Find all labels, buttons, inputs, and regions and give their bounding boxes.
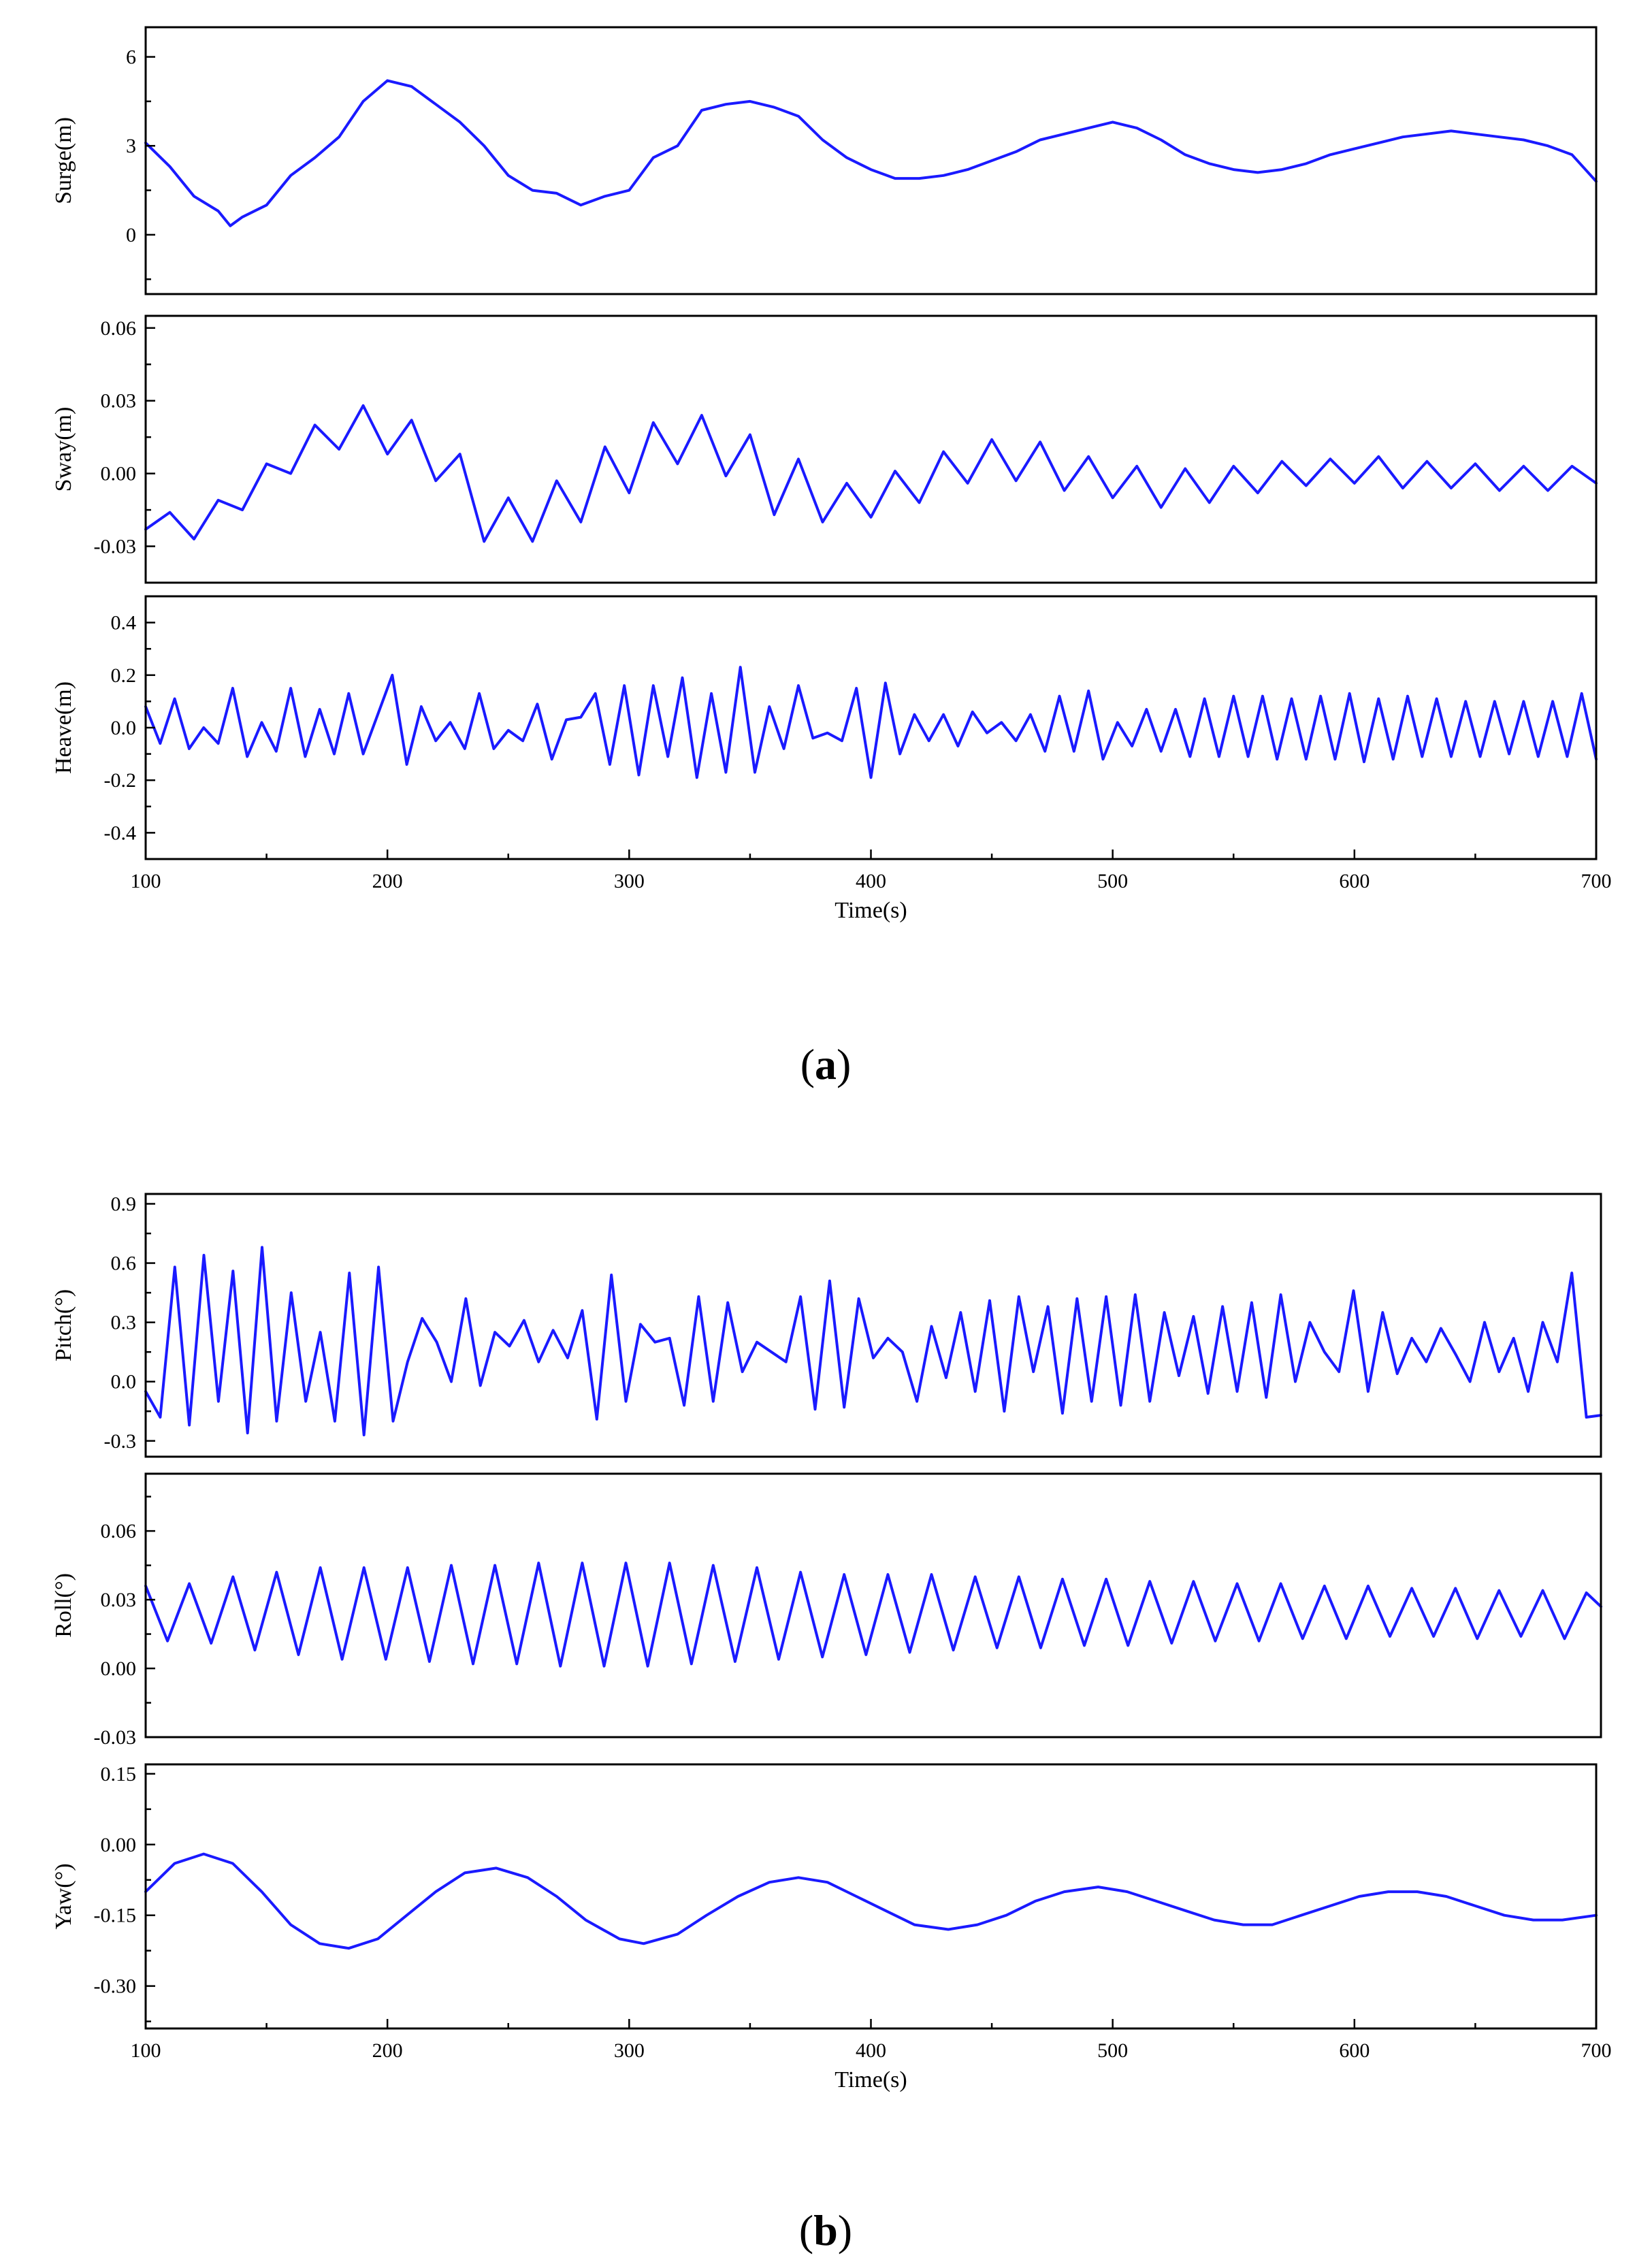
panel-1-y-axis-title: Surge(m)	[51, 117, 76, 204]
panel-6-frame	[144, 1763, 1598, 2030]
panel-5-y-axis-title: Roll(°)	[51, 1573, 76, 1638]
panel-3-x-tick-label: 700	[1581, 870, 1612, 892]
panel-1-y-tick-label: 6	[126, 46, 136, 69]
panel-3-x-tick-label: 100	[131, 870, 161, 892]
panel-2-y-axis-title: Sway(m)	[51, 407, 76, 492]
panel-3-y-tick-label: -0.4	[104, 822, 137, 844]
panel-6-series-line	[144, 1852, 1598, 1950]
panel-3-x-tick-label: 600	[1339, 870, 1370, 892]
panel-6-x-tick-label: 100	[131, 2039, 161, 2062]
panel-6-y-tick-label: 0.15	[101, 1763, 137, 1785]
panel-4-y-tick-label: 0.9	[111, 1193, 137, 1216]
panel-6-x-tick-label: 400	[856, 2039, 886, 2062]
panel-3-y-tick-label: -0.2	[104, 769, 137, 792]
panel-3-series-line	[144, 666, 1598, 779]
panel-2-frame	[144, 314, 1598, 584]
figure-label-a: (a)	[800, 1040, 852, 1088]
panel-3-y-tick-label: 0.4	[111, 612, 137, 634]
panel-4-y-tick-label: 0.6	[111, 1252, 137, 1275]
panel-3-x-tick-label: 300	[614, 870, 645, 892]
panel-5-series-line	[144, 1562, 1602, 1668]
panel-4-y-tick-label: 0.0	[111, 1371, 137, 1393]
panel-6-x-tick-label: 700	[1581, 2039, 1612, 2062]
panel-3-x-axis-title: Time(s)	[835, 898, 907, 923]
panel-5-y-tick-label: 0.00	[101, 1657, 137, 1680]
panel-2-y-tick-label: 0.03	[101, 390, 137, 413]
panel-3-frame	[144, 595, 1598, 860]
panel-1-series-line	[144, 79, 1598, 227]
panel-6-x-tick-label: 200	[372, 2039, 403, 2062]
panel-2-series-line	[144, 404, 1598, 543]
panel-2-y-tick-label: 0.06	[101, 317, 137, 340]
panel-4-y-tick-label: -0.3	[104, 1430, 137, 1453]
panel-5-frame	[144, 1472, 1602, 1739]
panel-3-x-tick-label: 500	[1097, 870, 1128, 892]
panel-3-y-tick-label: 0.2	[111, 664, 137, 687]
panel-6-y-axis-title: Yaw(°)	[51, 1863, 76, 1929]
panel-2-y-tick-label: -0.03	[94, 536, 137, 558]
panel-4-series-line	[144, 1246, 1602, 1437]
panel-5-y-tick-label: -0.03	[94, 1726, 137, 1749]
panel-1-frame	[144, 26, 1598, 295]
figure-label-b: (b)	[799, 2206, 852, 2254]
panel-4-y-tick-label: 0.3	[111, 1312, 137, 1334]
panel-5-y-tick-label: 0.06	[101, 1520, 137, 1542]
panel-1-y-tick-label: 3	[126, 135, 136, 157]
panel-4-frame	[144, 1193, 1602, 1458]
panel-6-y-tick-label: -0.15	[94, 1905, 137, 1927]
panel-6-x-tick-label: 500	[1097, 2039, 1128, 2062]
panel-6-x-axis-title: Time(s)	[835, 2067, 907, 2092]
panel-3-x-tick-label: 400	[856, 870, 886, 892]
panel-1-y-tick-label: 0	[126, 224, 136, 246]
panel-6-x-tick-label: 300	[614, 2039, 645, 2062]
panel-3-x-tick-label: 200	[372, 870, 403, 892]
panel-6-y-tick-label: -0.30	[94, 1975, 137, 1998]
panel-3-y-tick-label: 0.0	[111, 717, 137, 739]
panel-2-y-tick-label: 0.00	[101, 463, 137, 485]
panel-6-x-tick-label: 600	[1339, 2039, 1370, 2062]
panel-3-y-axis-title: Heave(m)	[51, 681, 76, 774]
panel-6-y-tick-label: 0.00	[101, 1834, 137, 1856]
panel-4-y-axis-title: Pitch(°)	[51, 1289, 76, 1361]
panel-5-y-tick-label: 0.03	[101, 1589, 137, 1611]
